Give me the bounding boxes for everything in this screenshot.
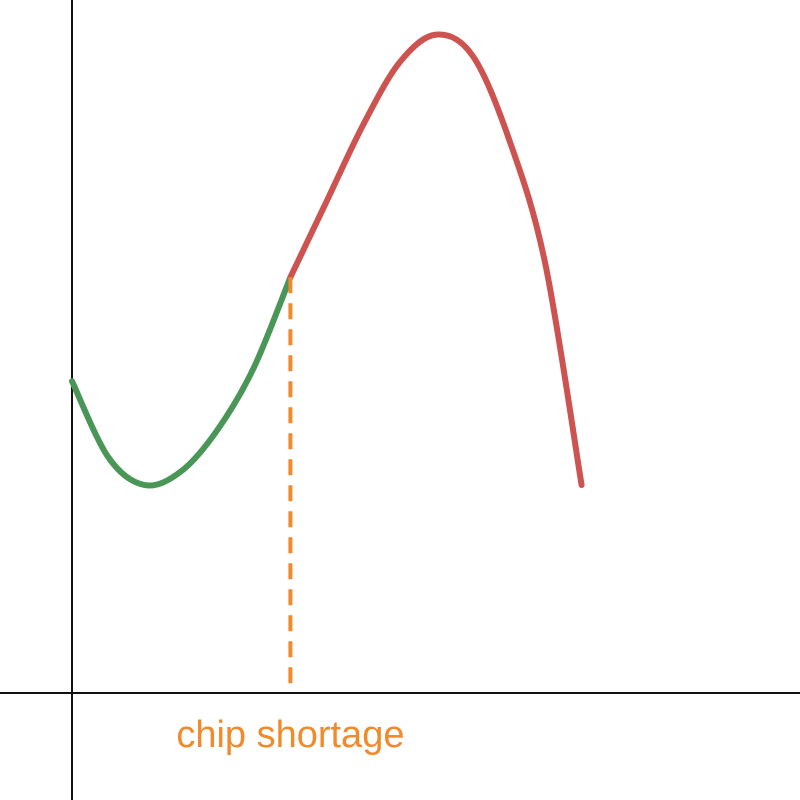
annotation-layer: chip shortage: [176, 277, 404, 756]
series-line-1: [69, 274, 294, 489]
annotation-label-1: chip shortage: [176, 714, 404, 756]
series-layer: [69, 31, 585, 489]
series-line-2: [287, 31, 585, 489]
